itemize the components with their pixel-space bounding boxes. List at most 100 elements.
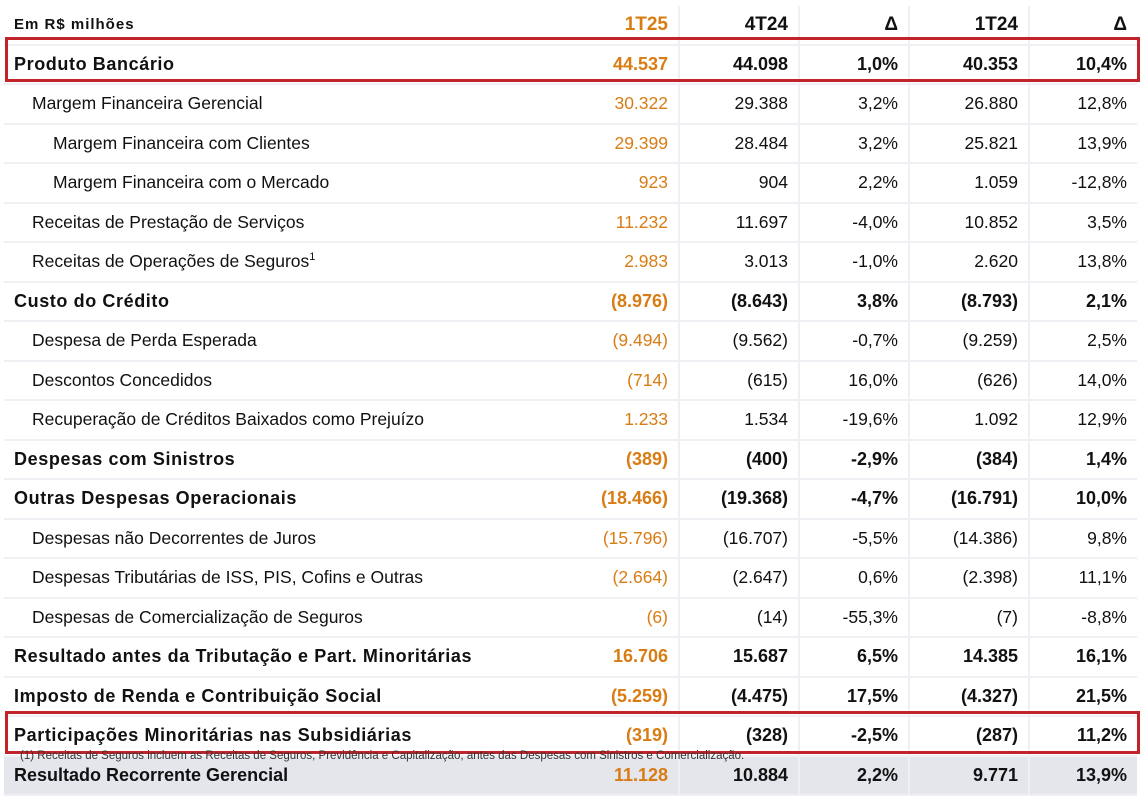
cell-delta-year: 11,1% [1028, 558, 1137, 599]
col-header-1t24: 1T24 [908, 6, 1029, 46]
cell-delta-year-text: 13,8% [1077, 251, 1127, 272]
cell-1t25: 16.706 [564, 637, 679, 678]
cell-1t25-text: 44.537 [612, 53, 668, 74]
cell-delta-year-text: 10,4% [1075, 53, 1127, 74]
cell-1t25: 2.983 [564, 242, 679, 283]
cell-1t25: (319) [564, 716, 679, 757]
cell-delta-quarter-text: -2,5% [850, 725, 898, 746]
table-row: Outras Despesas Operacionais (18.466) (19.… [4, 479, 1137, 520]
col-header-1t25: 1T25 [564, 6, 679, 46]
row-label: Despesas de Comercialização de Seguros [4, 597, 564, 638]
cell-delta-quarter-text: -4,0% [852, 211, 898, 232]
cell-1t24: (7) [908, 597, 1029, 638]
cell-4t24-text: (8.643) [730, 290, 788, 311]
row-label: Descontos Concedidos [4, 360, 564, 401]
cell-delta-year-text: -8,8% [1081, 606, 1127, 627]
cell-4t24: 904 [678, 163, 799, 204]
cell-4t24: 11.697 [678, 202, 799, 243]
row-label-text: Despesa de Perda Esperada [32, 330, 257, 351]
row-label: Resultado antes da Tributação e Part. Mi… [4, 637, 564, 678]
cell-delta-quarter: 2,2% [798, 755, 909, 796]
cell-delta-year-text: 11,2% [1076, 725, 1127, 746]
cell-1t24-text: 10.852 [964, 211, 1018, 232]
cell-delta-year: 10,0% [1028, 479, 1137, 520]
cell-delta-year: 2,5% [1028, 321, 1137, 362]
cell-1t25-text: (8.976) [610, 290, 668, 311]
cell-4t24: (615) [678, 360, 799, 401]
cell-4t24-text: 15.687 [732, 646, 788, 667]
cell-4t24: 44.098 [678, 44, 799, 85]
cell-1t24: (2.398) [908, 558, 1029, 599]
row-label-text: Outras Despesas Operacionais [14, 488, 297, 509]
cell-delta-year-text: -12,8% [1071, 172, 1127, 193]
row-label-text: Margem Financeira com Clientes [53, 132, 310, 153]
cell-delta-year-text: 2,1% [1085, 290, 1127, 311]
cell-delta-quarter-text: -1,0% [852, 251, 898, 272]
cell-4t24: (400) [678, 439, 799, 480]
table-row: Margem Financeira Gerencial 30.322 29.388 3… [4, 84, 1137, 125]
row-label-text: Receitas de Prestação de Serviços [32, 211, 305, 232]
table-row: Recuperação de Créditos Baixados como Pr… [4, 400, 1137, 441]
cell-delta-year: 12,8% [1028, 84, 1137, 125]
table-row: Receitas de Operações de Seguros1 2.983 3.… [4, 242, 1137, 283]
cell-1t25-text: (15.796) [602, 527, 668, 548]
row-label: Margem Financeira com Clientes [4, 123, 564, 164]
cell-1t24-text: 14.385 [962, 646, 1018, 667]
col-header-delta-year: Δ [1028, 6, 1137, 46]
cell-1t25: (15.796) [564, 518, 679, 559]
cell-4t24: (14) [678, 597, 799, 638]
cell-delta-quarter: 3,2% [798, 123, 909, 164]
row-label-text: Custo do Crédito [14, 290, 170, 311]
table-row: Despesa de Perda Esperada (9.494) (9.562) -… [4, 321, 1137, 362]
row-label: Participações Minoritárias nas Subsidiár… [4, 716, 564, 757]
unit-label: Em R$ milhões [4, 6, 564, 46]
cell-4t24-text: 29.388 [734, 93, 788, 114]
cell-4t24: 3.013 [678, 242, 799, 283]
cell-1t24: 26.880 [908, 84, 1029, 125]
cell-4t24-text: (400) [745, 448, 788, 469]
cell-1t25-text: (2.664) [612, 567, 668, 588]
cell-1t24: (384) [908, 439, 1029, 480]
cell-delta-quarter: 3,2% [798, 84, 909, 125]
footnote: (1) Receitas de Seguros incluem as Recei… [20, 750, 744, 762]
cell-delta-quarter-text: 3,8% [856, 290, 898, 311]
cell-delta-year: -8,8% [1028, 597, 1137, 638]
cell-4t24: (2.647) [678, 558, 799, 599]
cell-1t24-text: 26.880 [964, 93, 1018, 114]
cell-delta-year-text: 9,8% [1087, 527, 1127, 548]
cell-delta-year-text: 12,8% [1077, 93, 1127, 114]
cell-1t24: 25.821 [908, 123, 1029, 164]
cell-1t25-text: (714) [627, 369, 668, 390]
row-label-text: Descontos Concedidos [32, 369, 212, 390]
cell-delta-quarter-text: 16,0% [848, 369, 898, 390]
cell-1t24: 2.620 [908, 242, 1029, 283]
table-row: Despesas não Decorrentes de Juros (15.796… [4, 518, 1137, 559]
cell-delta-year: 2,1% [1028, 281, 1137, 322]
cell-4t24-text: (16.707) [722, 527, 788, 548]
cell-1t24: 10.852 [908, 202, 1029, 243]
cell-delta-quarter: -2,5% [798, 716, 909, 757]
cell-1t24-text: (8.793) [960, 290, 1018, 311]
cell-1t24: 40.353 [908, 44, 1029, 85]
cell-1t24-text: (384) [975, 448, 1018, 469]
col-header-delta-quarter: Δ [798, 6, 909, 46]
cell-1t25: (6) [564, 597, 679, 638]
cell-delta-quarter: -2,9% [798, 439, 909, 480]
cell-1t25: 923 [564, 163, 679, 204]
cell-1t25: 29.399 [564, 123, 679, 164]
footnote-text: Receitas de Seguros incluem as Receitas … [34, 750, 745, 762]
cell-1t25: (8.976) [564, 281, 679, 322]
cell-4t24: 15.687 [678, 637, 799, 678]
cell-1t25-text: 11.232 [615, 211, 668, 232]
cell-delta-year: 13,9% [1028, 123, 1137, 164]
table-row: Imposto de Renda e Contribuição Social (5… [4, 676, 1137, 717]
cell-delta-quarter-text: -4,7% [850, 488, 898, 509]
cell-delta-quarter: 17,5% [798, 676, 909, 717]
cell-delta-year: 12,9% [1028, 400, 1137, 441]
cell-4t24-text: 1.534 [744, 409, 788, 430]
header-row: Em R$ milhões 1T25 4T24 Δ 1T24 Δ [4, 6, 1137, 46]
table-row: Receitas de Prestação de Serviços 11.232 1… [4, 202, 1137, 243]
cell-4t24-text: 44.098 [732, 53, 788, 74]
cell-1t25: 1.233 [564, 400, 679, 441]
cell-1t24-text: (14.386) [952, 527, 1018, 548]
